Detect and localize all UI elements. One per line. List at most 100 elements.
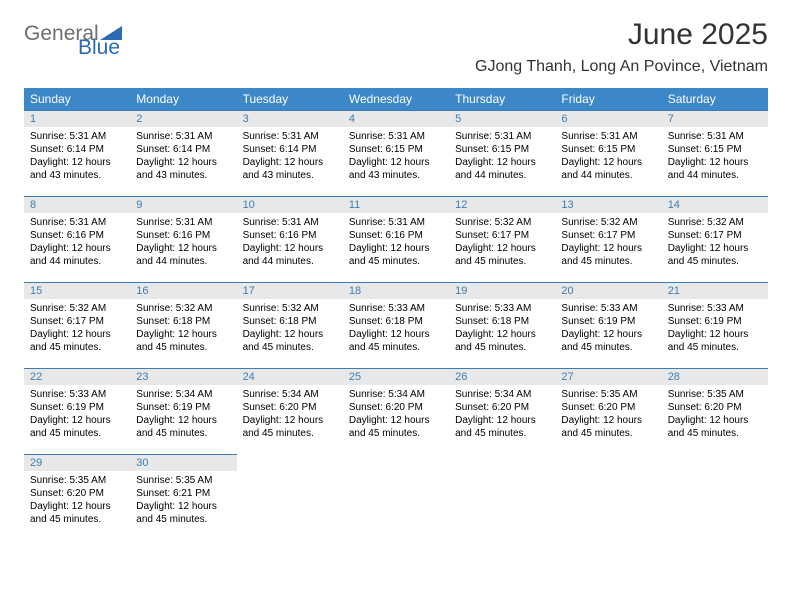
day-details: Sunrise: 5:32 AMSunset: 6:17 PMDaylight:… (24, 299, 130, 360)
page-title: June 2025 (475, 18, 768, 52)
calendar-cell (343, 454, 449, 540)
day-details: Sunrise: 5:32 AMSunset: 6:18 PMDaylight:… (237, 299, 343, 360)
calendar-cell: 16Sunrise: 5:32 AMSunset: 6:18 PMDayligh… (130, 282, 236, 368)
day-number: 2 (130, 110, 236, 127)
day-details: Sunrise: 5:31 AMSunset: 6:16 PMDaylight:… (130, 213, 236, 274)
day-number: 25 (343, 368, 449, 385)
day-details: Sunrise: 5:31 AMSunset: 6:15 PMDaylight:… (343, 127, 449, 188)
calendar-table: Sunday Monday Tuesday Wednesday Thursday… (24, 88, 768, 540)
day-details: Sunrise: 5:31 AMSunset: 6:16 PMDaylight:… (237, 213, 343, 274)
calendar-cell: 15Sunrise: 5:32 AMSunset: 6:17 PMDayligh… (24, 282, 130, 368)
day-number: 20 (555, 282, 661, 299)
day-details: Sunrise: 5:31 AMSunset: 6:14 PMDaylight:… (24, 127, 130, 188)
day-number: 24 (237, 368, 343, 385)
calendar-cell: 13Sunrise: 5:32 AMSunset: 6:17 PMDayligh… (555, 196, 661, 282)
calendar-cell: 19Sunrise: 5:33 AMSunset: 6:18 PMDayligh… (449, 282, 555, 368)
calendar-cell: 3Sunrise: 5:31 AMSunset: 6:14 PMDaylight… (237, 110, 343, 196)
day-number: 3 (237, 110, 343, 127)
day-details: Sunrise: 5:31 AMSunset: 6:15 PMDaylight:… (662, 127, 768, 188)
day-header: Wednesday (343, 88, 449, 110)
day-details: Sunrise: 5:31 AMSunset: 6:14 PMDaylight:… (130, 127, 236, 188)
location-text: GJong Thanh, Long An Povince, Vietnam (475, 58, 768, 76)
calendar-cell: 24Sunrise: 5:34 AMSunset: 6:20 PMDayligh… (237, 368, 343, 454)
day-number: 8 (24, 196, 130, 213)
calendar-cell: 12Sunrise: 5:32 AMSunset: 6:17 PMDayligh… (449, 196, 555, 282)
day-details: Sunrise: 5:32 AMSunset: 6:17 PMDaylight:… (555, 213, 661, 274)
day-number: 6 (555, 110, 661, 127)
day-number: 13 (555, 196, 661, 213)
day-details: Sunrise: 5:33 AMSunset: 6:18 PMDaylight:… (343, 299, 449, 360)
calendar-cell: 4Sunrise: 5:31 AMSunset: 6:15 PMDaylight… (343, 110, 449, 196)
day-number: 23 (130, 368, 236, 385)
day-number: 10 (237, 196, 343, 213)
day-details: Sunrise: 5:35 AMSunset: 6:20 PMDaylight:… (24, 471, 130, 532)
calendar-cell (555, 454, 661, 540)
day-details: Sunrise: 5:33 AMSunset: 6:19 PMDaylight:… (24, 385, 130, 446)
day-details: Sunrise: 5:31 AMSunset: 6:15 PMDaylight:… (449, 127, 555, 188)
day-number: 11 (343, 196, 449, 213)
day-number: 4 (343, 110, 449, 127)
day-details: Sunrise: 5:33 AMSunset: 6:19 PMDaylight:… (555, 299, 661, 360)
calendar-cell: 20Sunrise: 5:33 AMSunset: 6:19 PMDayligh… (555, 282, 661, 368)
day-details: Sunrise: 5:32 AMSunset: 6:17 PMDaylight:… (449, 213, 555, 274)
calendar-cell: 14Sunrise: 5:32 AMSunset: 6:17 PMDayligh… (662, 196, 768, 282)
calendar-row: 29Sunrise: 5:35 AMSunset: 6:20 PMDayligh… (24, 454, 768, 540)
logo: GeneralBlue (24, 18, 122, 46)
day-details: Sunrise: 5:33 AMSunset: 6:19 PMDaylight:… (662, 299, 768, 360)
day-details: Sunrise: 5:31 AMSunset: 6:16 PMDaylight:… (343, 213, 449, 274)
day-number: 28 (662, 368, 768, 385)
calendar-cell: 9Sunrise: 5:31 AMSunset: 6:16 PMDaylight… (130, 196, 236, 282)
day-number: 19 (449, 282, 555, 299)
day-number: 17 (237, 282, 343, 299)
day-number: 7 (662, 110, 768, 127)
day-header: Thursday (449, 88, 555, 110)
calendar-cell: 7Sunrise: 5:31 AMSunset: 6:15 PMDaylight… (662, 110, 768, 196)
day-number: 26 (449, 368, 555, 385)
day-number: 29 (24, 454, 130, 471)
day-details: Sunrise: 5:34 AMSunset: 6:20 PMDaylight:… (449, 385, 555, 446)
calendar-row: 15Sunrise: 5:32 AMSunset: 6:17 PMDayligh… (24, 282, 768, 368)
calendar-cell: 8Sunrise: 5:31 AMSunset: 6:16 PMDaylight… (24, 196, 130, 282)
day-number: 5 (449, 110, 555, 127)
calendar-cell: 2Sunrise: 5:31 AMSunset: 6:14 PMDaylight… (130, 110, 236, 196)
calendar-cell: 21Sunrise: 5:33 AMSunset: 6:19 PMDayligh… (662, 282, 768, 368)
calendar-cell: 11Sunrise: 5:31 AMSunset: 6:16 PMDayligh… (343, 196, 449, 282)
calendar-cell: 27Sunrise: 5:35 AMSunset: 6:20 PMDayligh… (555, 368, 661, 454)
day-details: Sunrise: 5:31 AMSunset: 6:14 PMDaylight:… (237, 127, 343, 188)
day-number: 9 (130, 196, 236, 213)
calendar-cell: 30Sunrise: 5:35 AMSunset: 6:21 PMDayligh… (130, 454, 236, 540)
calendar-cell: 22Sunrise: 5:33 AMSunset: 6:19 PMDayligh… (24, 368, 130, 454)
day-number: 15 (24, 282, 130, 299)
day-details: Sunrise: 5:33 AMSunset: 6:18 PMDaylight:… (449, 299, 555, 360)
calendar-row: 1Sunrise: 5:31 AMSunset: 6:14 PMDaylight… (24, 110, 768, 196)
day-details: Sunrise: 5:35 AMSunset: 6:20 PMDaylight:… (662, 385, 768, 446)
calendar-row: 22Sunrise: 5:33 AMSunset: 6:19 PMDayligh… (24, 368, 768, 454)
day-number: 18 (343, 282, 449, 299)
day-number: 1 (24, 110, 130, 127)
calendar-cell (662, 454, 768, 540)
day-details: Sunrise: 5:31 AMSunset: 6:15 PMDaylight:… (555, 127, 661, 188)
day-details: Sunrise: 5:32 AMSunset: 6:18 PMDaylight:… (130, 299, 236, 360)
calendar-cell: 6Sunrise: 5:31 AMSunset: 6:15 PMDaylight… (555, 110, 661, 196)
calendar-cell (449, 454, 555, 540)
day-details: Sunrise: 5:34 AMSunset: 6:20 PMDaylight:… (343, 385, 449, 446)
day-details: Sunrise: 5:32 AMSunset: 6:17 PMDaylight:… (662, 213, 768, 274)
calendar-cell: 29Sunrise: 5:35 AMSunset: 6:20 PMDayligh… (24, 454, 130, 540)
calendar-cell: 26Sunrise: 5:34 AMSunset: 6:20 PMDayligh… (449, 368, 555, 454)
day-number: 27 (555, 368, 661, 385)
day-details: Sunrise: 5:35 AMSunset: 6:21 PMDaylight:… (130, 471, 236, 532)
day-number: 30 (130, 454, 236, 471)
calendar-cell: 10Sunrise: 5:31 AMSunset: 6:16 PMDayligh… (237, 196, 343, 282)
day-header-row: Sunday Monday Tuesday Wednesday Thursday… (24, 88, 768, 110)
day-header: Tuesday (237, 88, 343, 110)
day-header: Saturday (662, 88, 768, 110)
day-header: Sunday (24, 88, 130, 110)
day-header: Friday (555, 88, 661, 110)
calendar-cell: 23Sunrise: 5:34 AMSunset: 6:19 PMDayligh… (130, 368, 236, 454)
calendar-cell: 1Sunrise: 5:31 AMSunset: 6:14 PMDaylight… (24, 110, 130, 196)
day-number: 22 (24, 368, 130, 385)
calendar-cell (237, 454, 343, 540)
day-number: 16 (130, 282, 236, 299)
calendar-cell: 17Sunrise: 5:32 AMSunset: 6:18 PMDayligh… (237, 282, 343, 368)
calendar-row: 8Sunrise: 5:31 AMSunset: 6:16 PMDaylight… (24, 196, 768, 282)
